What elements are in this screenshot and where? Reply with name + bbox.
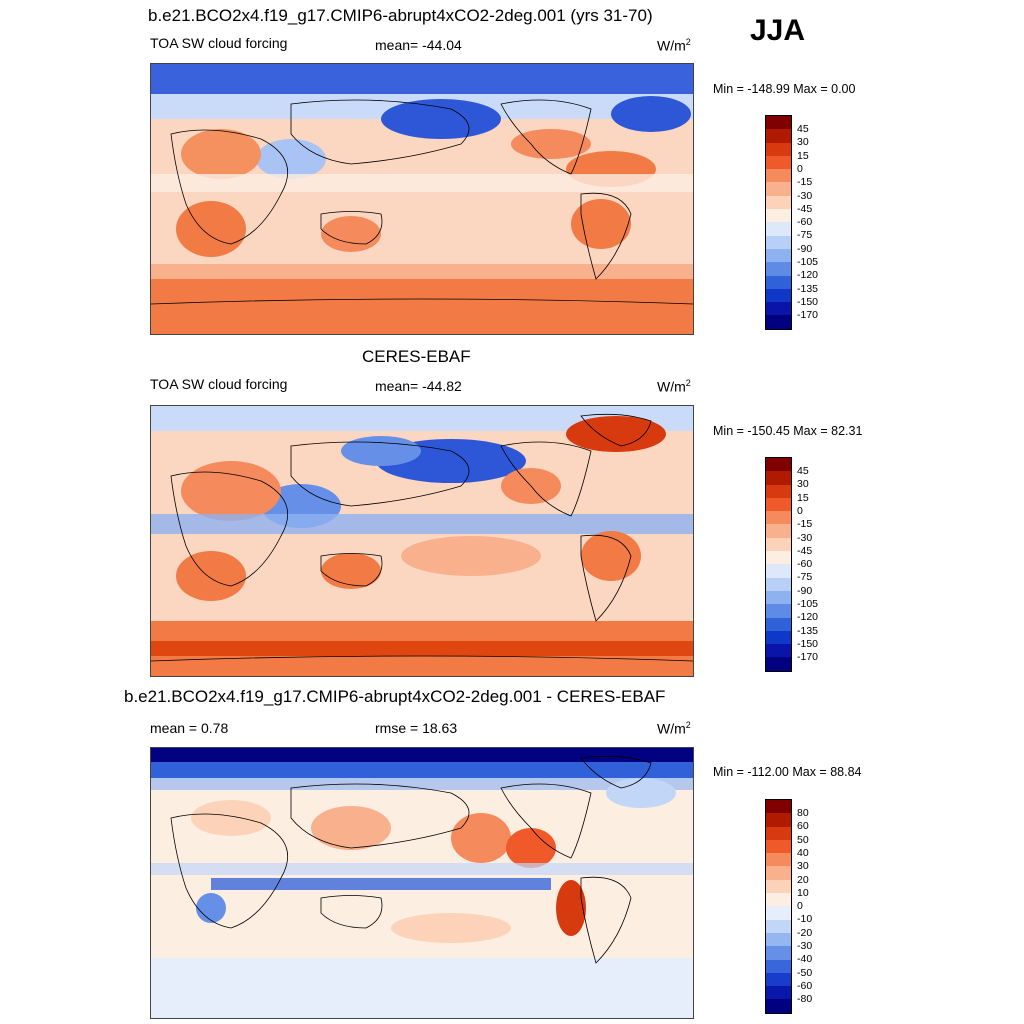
colorbar-tick: -60 (797, 216, 813, 229)
colorbar-tick: -60 (797, 979, 813, 992)
colorbar-tick: -50 (797, 966, 813, 979)
colorbar-tick: -30 (797, 531, 813, 544)
panel-model-map (150, 63, 694, 335)
colorbar-tick: -105 (797, 256, 819, 268)
colorbar-tick: 30 (797, 478, 809, 491)
panel-diff-title: b.e21.BCO2x4.f19_g17.CMIP6-abrupt4xCO2-2… (124, 687, 666, 706)
colorbar-tick: 60 (797, 820, 809, 833)
panel-diff-units: W/m2 (657, 720, 691, 737)
panel-diff-rmse: rmse = 18.63 (375, 720, 458, 736)
colorbar-tick: 0 (797, 504, 803, 517)
colorbar-tick: 50 (797, 833, 809, 846)
panel-obs-map (150, 405, 694, 677)
colorbar-tick: -45 (797, 202, 813, 215)
panel-diff-minmax: Min = -112.00 Max = 88.84 (713, 765, 862, 779)
colorbar-tick: -135 (797, 282, 819, 295)
colorbar-tick: -135 (797, 624, 819, 637)
colorbar-tick: 20 (797, 873, 809, 886)
panel-model-variable: TOA SW cloud forcing (150, 35, 288, 51)
panel-model-minmax: Min = -148.99 Max = 0.00 (713, 82, 856, 96)
panel-obs-variable: TOA SW cloud forcing (150, 376, 288, 392)
season-label: JJA (750, 14, 806, 47)
colorbar-tick: 10 (797, 886, 809, 899)
panel-diff-map (150, 747, 694, 1019)
colorbar-tick: -150 (797, 637, 819, 650)
colorbar-tick: -170 (797, 651, 819, 664)
colorbar-tick: -75 (797, 571, 813, 584)
colorbar-tick: -75 (797, 229, 813, 242)
colorbar-tick: -45 (797, 544, 813, 557)
panel-model-mean: mean= -44.04 (375, 37, 462, 53)
colorbar-tick: -40 (797, 953, 813, 966)
colorbar-tick: -30 (797, 189, 813, 202)
colorbar-tick: -120 (797, 269, 819, 282)
colorbar-tick: -170 (797, 309, 819, 322)
colorbar-tick: 40 (797, 846, 809, 859)
colorbar-tick: 80 (797, 807, 809, 819)
colorbar-tick: 45 (797, 465, 809, 477)
colorbar-tick: 15 (797, 491, 809, 504)
colorbar-tick: -150 (797, 295, 819, 308)
colorbar-tick: 0 (797, 900, 803, 913)
colorbar-tick: 45 (797, 123, 809, 135)
colorbar-tick: -20 (797, 926, 813, 939)
colorbar-tick: -90 (797, 242, 813, 255)
colorbar-tick: -30 (797, 940, 813, 952)
colorbar-tick: -120 (797, 611, 819, 624)
panel-model-title: b.e21.BCO2x4.f19_g17.CMIP6-abrupt4xCO2-2… (148, 6, 653, 25)
panel-diff-colorbar (765, 799, 792, 1014)
panel-obs-units: W/m2 (657, 378, 691, 395)
panel-diff-mean: mean = 0.78 (150, 720, 229, 736)
colorbar-tick: -15 (797, 518, 813, 531)
colorbar-tick: 30 (797, 860, 809, 873)
colorbar-tick: -105 (797, 598, 819, 610)
colorbar-tick: -80 (797, 993, 813, 1006)
panel-obs-minmax: Min = -150.45 Max = 82.31 (713, 424, 863, 438)
panel-obs-mean: mean= -44.82 (375, 378, 462, 394)
panel-model-colorbar (765, 115, 792, 330)
panel-obs-title: CERES-EBAF (362, 347, 471, 366)
colorbar-tick: 30 (797, 136, 809, 149)
panel-model-units: W/m2 (657, 37, 691, 54)
colorbar-tick: -15 (797, 176, 813, 189)
colorbar-tick: 15 (797, 149, 809, 162)
colorbar-tick: -60 (797, 558, 813, 571)
colorbar-tick: 0 (797, 162, 803, 175)
panel-obs-colorbar (765, 457, 792, 672)
colorbar-tick: -90 (797, 584, 813, 597)
colorbar-tick: -10 (797, 913, 813, 926)
